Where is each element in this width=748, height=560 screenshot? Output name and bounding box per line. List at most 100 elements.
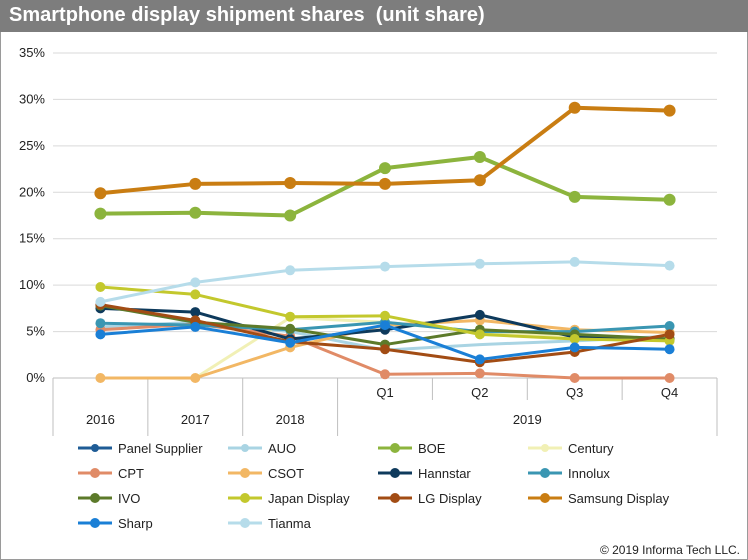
chart-title: Smartphone display shipment shares (unit… bbox=[9, 4, 485, 26]
data-point bbox=[285, 337, 296, 348]
legend-swatch-marker bbox=[541, 444, 549, 452]
x-tick-label: 2016 bbox=[86, 412, 115, 427]
data-point bbox=[94, 187, 107, 200]
data-point bbox=[663, 104, 676, 117]
data-point bbox=[190, 289, 201, 300]
data-point bbox=[95, 329, 106, 340]
y-tick-label: 10% bbox=[19, 277, 45, 292]
legend-label: Panel Supplier bbox=[118, 441, 203, 456]
x-tick-label: 2018 bbox=[276, 412, 305, 427]
data-point bbox=[95, 296, 106, 307]
legend-item: CSOT bbox=[228, 466, 304, 481]
legend-label: LG Display bbox=[418, 491, 482, 506]
legend-swatch-marker bbox=[240, 468, 250, 478]
x-tick-label: Q2 bbox=[471, 385, 488, 400]
y-tick-label: 25% bbox=[19, 138, 45, 153]
data-point bbox=[379, 162, 391, 175]
legend-swatch-marker bbox=[90, 468, 100, 478]
data-point bbox=[380, 320, 390, 331]
data-point bbox=[95, 282, 106, 292]
data-point bbox=[569, 373, 580, 383]
data-point bbox=[284, 209, 297, 222]
y-tick-label: 5% bbox=[26, 324, 45, 339]
data-point bbox=[284, 177, 297, 189]
x-tick-label: 2017 bbox=[181, 412, 210, 427]
legend-item: Tianma bbox=[228, 516, 312, 531]
data-point bbox=[473, 174, 486, 187]
y-tick-label: 20% bbox=[19, 184, 45, 199]
series-lines bbox=[94, 101, 676, 383]
data-point bbox=[285, 323, 296, 334]
data-point bbox=[190, 307, 201, 318]
y-tick-label: 15% bbox=[19, 231, 45, 246]
legend: Panel Supplier AUO BOE Century CPT CSOT Hannst… bbox=[78, 441, 670, 531]
data-point bbox=[474, 368, 485, 379]
series-tianma bbox=[95, 256, 675, 307]
legend-item: AUO bbox=[228, 441, 296, 456]
data-point bbox=[285, 265, 296, 276]
data-point bbox=[474, 354, 485, 365]
legend-swatch-marker bbox=[390, 468, 400, 478]
copyright-notice: © 2019 Informa Tech LLC. bbox=[599, 543, 740, 557]
x-tick-label: Q1 bbox=[376, 385, 393, 400]
legend-item: Samsung Display bbox=[528, 491, 670, 506]
x-group-label: 2019 bbox=[513, 412, 542, 427]
legend-item: Century bbox=[528, 441, 614, 456]
data-point bbox=[664, 344, 675, 355]
series-japan-display bbox=[95, 282, 675, 346]
data-point bbox=[190, 373, 201, 383]
data-point bbox=[94, 207, 107, 220]
legend-swatch-marker bbox=[390, 493, 400, 503]
legend-item: CPT bbox=[78, 466, 144, 481]
legend-item: Japan Display bbox=[228, 491, 350, 506]
series-samsung-display bbox=[94, 101, 676, 200]
legend-swatch-marker bbox=[241, 444, 249, 452]
legend-label: BOE bbox=[418, 441, 446, 456]
data-point bbox=[664, 321, 675, 331]
series-boe bbox=[94, 151, 676, 222]
legend-label: Sharp bbox=[118, 516, 153, 531]
data-point bbox=[285, 311, 296, 322]
legend-label: Century bbox=[568, 441, 614, 456]
legend-label: Innolux bbox=[568, 466, 610, 481]
data-point bbox=[379, 177, 391, 190]
legend-label: Samsung Display bbox=[568, 491, 670, 506]
legend-swatch-marker bbox=[240, 493, 250, 503]
legend-item: Sharp bbox=[78, 516, 153, 531]
legend-label: Hannstar bbox=[418, 466, 471, 481]
data-point bbox=[473, 151, 486, 163]
x-axis: 2016 2017 2018 Q1 Q2 Q3 Q4 2019 bbox=[52, 377, 718, 436]
legend-label: AUO bbox=[268, 441, 296, 456]
legend-swatch-marker bbox=[90, 518, 100, 528]
data-point bbox=[569, 334, 580, 344]
legend-item: Hannstar bbox=[378, 466, 471, 481]
series-sharp bbox=[95, 320, 675, 365]
data-point bbox=[380, 310, 390, 321]
data-point bbox=[664, 329, 675, 340]
y-axis-ticks: 0% 5% 10% 15% 20% 25% 30% 35% bbox=[19, 45, 45, 385]
data-point bbox=[189, 177, 202, 190]
data-point bbox=[380, 344, 390, 355]
data-point bbox=[190, 277, 201, 288]
legend-swatch-marker bbox=[540, 493, 550, 503]
legend-swatch-marker bbox=[91, 444, 99, 452]
data-point bbox=[664, 260, 675, 271]
legend-label: CPT bbox=[118, 466, 144, 481]
data-point bbox=[568, 101, 581, 114]
legend-label: Tianma bbox=[268, 516, 312, 531]
legend-swatch-marker bbox=[90, 493, 100, 503]
data-point bbox=[569, 342, 580, 353]
data-point bbox=[474, 329, 485, 340]
x-tick-label: Q3 bbox=[566, 385, 583, 400]
data-point bbox=[95, 318, 106, 329]
legend-item: LG Display bbox=[378, 491, 482, 506]
data-point bbox=[664, 373, 675, 383]
legend-swatch-marker bbox=[390, 443, 400, 453]
line-chart: 0% 5% 10% 15% 20% 25% 30% 35% 2016 2017 2018 Q1 Q2 Q… bbox=[19, 45, 718, 531]
data-point bbox=[474, 309, 485, 320]
data-point bbox=[568, 190, 581, 203]
y-tick-label: 35% bbox=[19, 45, 45, 60]
legend-item: IVO bbox=[78, 491, 140, 506]
data-point bbox=[95, 373, 106, 383]
